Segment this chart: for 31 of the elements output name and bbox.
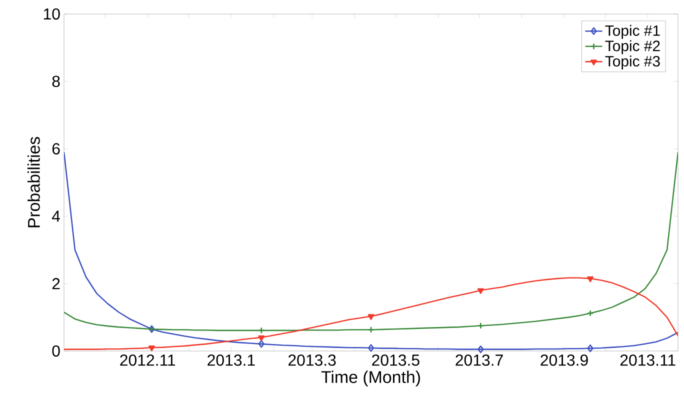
point	[258, 340, 264, 348]
point	[148, 345, 155, 352]
x-tick-label: 2013.7	[456, 354, 503, 366]
legend-label: Topic #2	[605, 40, 660, 54]
legend-label: Topic #1	[605, 24, 660, 39]
y-tick-label: 4	[52, 210, 60, 222]
point	[258, 327, 265, 334]
y-tick-label: 10	[44, 8, 60, 20]
y-tick-label: 8	[52, 76, 60, 88]
point	[587, 276, 594, 282]
y-tick-label: 6	[52, 143, 60, 154]
point	[368, 344, 374, 352]
x-tick-label: 2013.1	[208, 354, 255, 366]
x-tick-label: 2013.9	[540, 354, 588, 366]
x-tick-label: 2013.3	[288, 354, 336, 366]
x-tick-label: 2013.11	[620, 354, 676, 366]
x-tick-label: 2012.11	[120, 354, 176, 366]
legend-label: Topic #3	[605, 56, 660, 70]
point	[478, 345, 484, 354]
point	[477, 322, 484, 330]
y-axis-title: Probabilities	[27, 137, 40, 228]
point	[368, 326, 374, 334]
point	[477, 288, 484, 294]
y-tick-label: 2	[52, 278, 60, 290]
point	[587, 344, 594, 352]
x-tick-label: 2013.5	[372, 354, 420, 366]
y-tick-label: 0	[52, 345, 60, 357]
x-axis-title: Time (Month)	[321, 370, 420, 386]
point	[368, 314, 374, 320]
point	[586, 310, 594, 317]
point	[258, 335, 265, 342]
